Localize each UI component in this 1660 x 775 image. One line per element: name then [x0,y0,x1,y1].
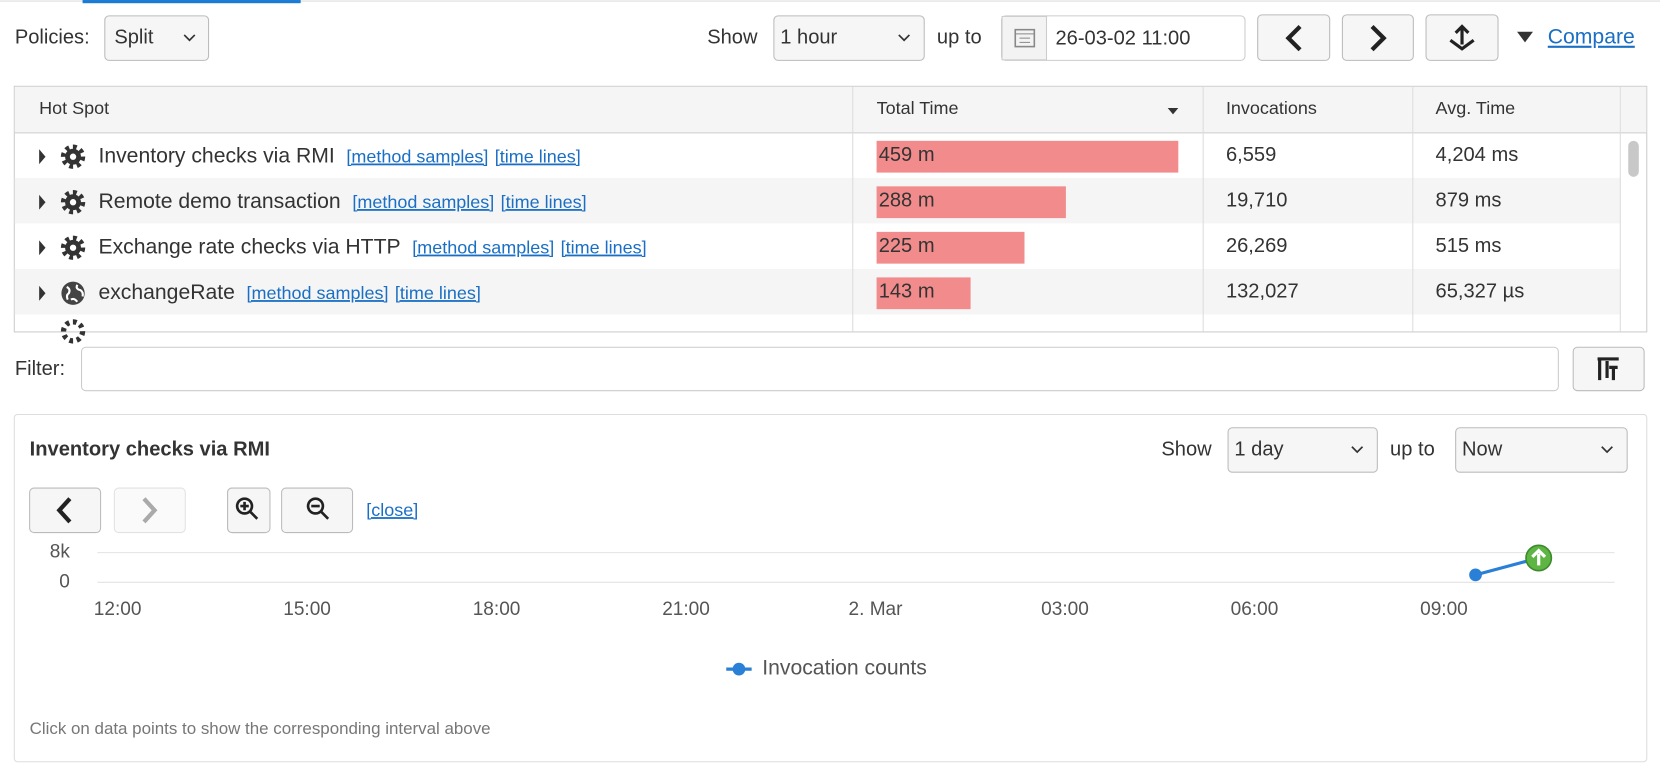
close-link[interactable]: [close] [366,500,418,520]
up-to-label: up to [1390,438,1435,460]
hot-spot-name[interactable]: Inventory checks via RMI [98,144,334,167]
range-select[interactable]: 1 hour [773,15,925,61]
chart-forward-button[interactable] [113,487,186,534]
hot-spot-name[interactable]: Exchange rate checks via HTTP [98,235,400,258]
next-button[interactable] [1341,14,1414,61]
total-time-bar [876,277,971,310]
gear-icons [60,144,86,344]
table-rows: Inventory checks via RMI [method samples]… [98,140,1525,310]
x-tick-label: 09:00 [1420,599,1468,620]
date-value: 26-03-02 11:00 [1055,28,1190,50]
policy-select[interactable]: Split [104,15,210,61]
detail-up-to-select[interactable]: Now [1455,427,1628,473]
row-link[interactable]: [time lines] [395,283,481,303]
column-header[interactable]: Invocations [1226,98,1317,118]
detail-up-to-value: Now [1462,438,1503,460]
chart-back-button[interactable] [29,487,102,534]
y-tick-label: 8k [50,542,71,563]
hot-spot-table [13,85,1648,344]
row-link[interactable]: [method samples] [352,192,494,212]
row-link[interactable]: [time lines] [495,147,581,167]
x-tick-label: 03:00 [1041,599,1089,620]
active-tab-indicator [82,0,301,4]
invocations: 6,559 [1226,144,1276,166]
compare-toggle-icon [1517,31,1533,43]
show-label: Show [1161,438,1212,460]
invocations: 19,710 [1226,189,1288,211]
x-tick-label: 15:00 [283,599,331,620]
row-link[interactable]: [method samples] [346,147,488,167]
row-link[interactable]: [method samples] [412,238,554,258]
up-to-label: up to [937,26,982,48]
avg-time: 4,204 ms [1436,144,1519,166]
hot-spot-name[interactable]: exchangeRate [98,281,234,304]
x-tick-label: 2. Mar [849,599,904,620]
legend-marker [732,662,746,676]
detail-panel [13,413,1648,763]
total-time-label: 225 m [879,235,935,257]
row-link[interactable]: [method samples] [247,283,389,303]
avg-time: 879 ms [1436,189,1502,211]
detail-range-value: 1 day [1234,438,1284,460]
previous-button[interactable] [1257,14,1331,61]
total-time-bar [876,186,1066,219]
total-time-bar [876,231,1025,264]
detail-title: Inventory checks via RMI [30,438,270,460]
data-point-current[interactable] [1525,544,1553,572]
column-settings-button[interactable] [1572,346,1645,392]
invocations: 26,269 [1226,235,1288,257]
total-time-bar [876,140,1179,173]
range-value: 1 hour [780,26,837,48]
show-label: Show [707,26,758,48]
date-input[interactable]: 26-03-02 11:00 [1000,15,1246,61]
y-tick-label: 0 [59,571,70,592]
policy-value: Split [114,26,154,48]
avg-time: 515 ms [1436,235,1502,257]
x-tick-label: 21:00 [662,599,710,620]
filter-input[interactable] [80,346,1559,392]
row-link[interactable]: [time lines] [561,238,647,258]
column-header[interactable]: Hot Spot [39,98,109,118]
chart-note: Click on data points to show the corresp… [30,719,491,738]
marker-arrow [1531,548,1547,566]
legend-label[interactable]: Invocation counts [762,657,927,680]
x-tick-label: 06:00 [1231,599,1279,620]
zoom-out-button[interactable] [281,487,354,534]
column-header[interactable]: Total Time [877,98,959,118]
data-point[interactable] [1469,568,1482,582]
total-time-label: 459 m [879,144,935,166]
x-tick-label: 12:00 [94,599,142,620]
export-button[interactable] [1425,14,1499,61]
hot-spot-name[interactable]: Remote demo transaction [98,190,340,213]
invocations: 132,027 [1226,281,1299,303]
column-header[interactable]: Avg. Time [1436,98,1516,118]
total-time-label: 288 m [879,189,935,211]
invocation-chart: 0 8k 12:00 15:00 18:00 21:00 2. Mar 03:00 06:00 0… [50,542,1615,680]
zoom-in-button[interactable] [227,487,271,534]
detail-range-select[interactable]: 1 day [1227,427,1378,473]
row-link[interactable]: [time lines] [501,192,587,212]
x-tick-label: 18:00 [473,599,521,620]
compare-link[interactable]: Compare [1548,26,1635,49]
filter-label: Filter: [15,358,65,380]
policies-label: Policies: [15,26,90,48]
avg-time: 65,327 µs [1436,281,1525,303]
globe-icon [61,281,85,305]
total-time-label: 143 m [879,281,935,303]
